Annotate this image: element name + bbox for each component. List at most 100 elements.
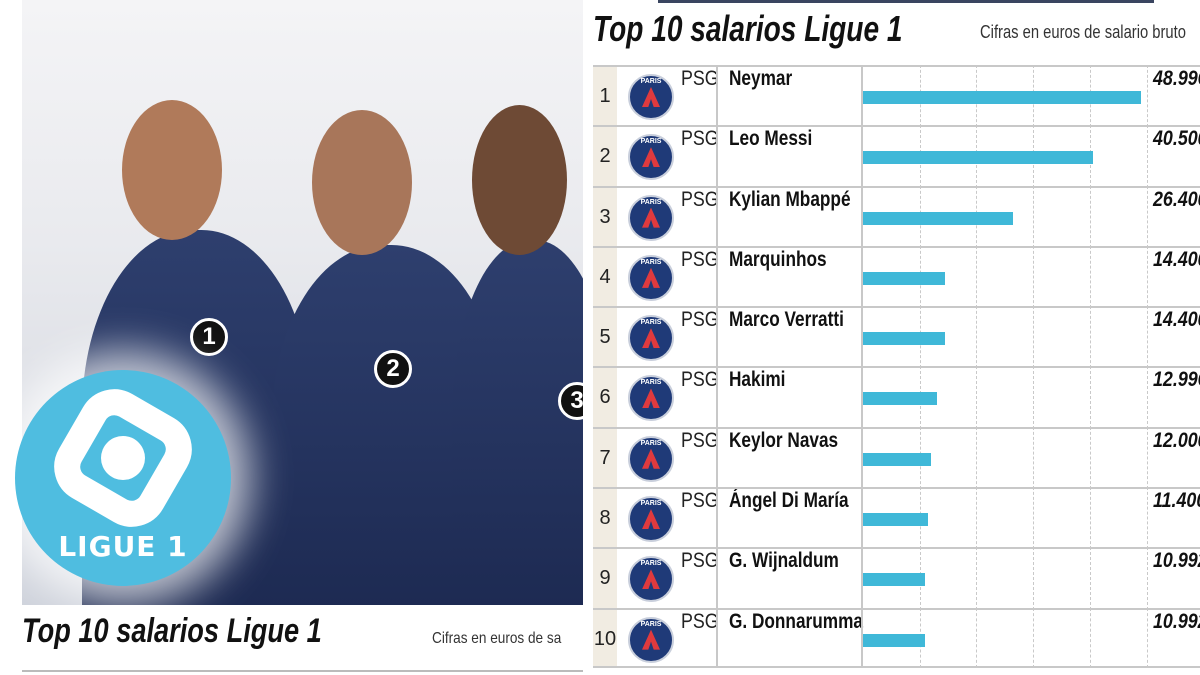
left-divider (22, 670, 583, 672)
player-3-figure (452, 240, 583, 605)
eiffel-tower-icon (642, 388, 660, 409)
table-row: 4 PARIS PSG Marquinhos 14.400 (593, 245, 1200, 309)
player-2-head (312, 110, 412, 255)
gridline (1033, 366, 1035, 429)
gridline (1146, 547, 1148, 610)
gridline (1089, 487, 1091, 550)
salary-bar (863, 151, 1093, 165)
gridline (1146, 306, 1148, 369)
psg-badge-text: PARIS (640, 560, 662, 568)
salary-value: 48.996 (1153, 67, 1200, 90)
psg-badge-icon: PARIS (628, 375, 674, 422)
column-divider (861, 607, 863, 668)
gridline (1146, 487, 1148, 550)
eiffel-tower-icon (642, 87, 660, 107)
column-divider (861, 185, 863, 248)
gridline (1146, 426, 1148, 490)
eiffel-tower-icon (642, 629, 660, 650)
salary-bar (863, 633, 926, 647)
psg-badge-icon: PARIS (628, 616, 674, 663)
gridline (1089, 366, 1091, 429)
table-row: 6 PARIS PSG Hakimi 12.996 (593, 366, 1200, 429)
players-photo: 1 2 3 (22, 0, 583, 605)
psg-badge-icon: PARIS (628, 134, 674, 181)
chart-subtitle: Cifras en euros de salario bruto (980, 22, 1186, 42)
table-row: 1 PARIS PSG Neymar 48.996 (593, 65, 1200, 128)
gridline (976, 366, 978, 429)
psg-badge-icon: PARIS (628, 435, 674, 482)
salary-bar (863, 332, 945, 346)
salary-bar (863, 452, 932, 466)
column-divider (716, 185, 718, 248)
column-divider (716, 366, 718, 429)
column-divider (716, 607, 718, 668)
table-row: 8 PARIS PSG Ángel Di María 11.400 (593, 487, 1200, 550)
ligue1-logo: LIGUE 1 (15, 370, 231, 586)
player-number-1: 1 (190, 318, 228, 356)
club: PSG (681, 609, 719, 633)
gridline (1033, 547, 1035, 610)
salary-value: 40.500 (1153, 127, 1200, 151)
rank: 3 (593, 187, 617, 246)
gridline (1146, 366, 1148, 429)
table-row: 7 PARIS PSG Keylor Navas 12.000 (593, 426, 1200, 490)
club: PSG (681, 549, 719, 573)
column-divider (861, 547, 863, 610)
psg-badge-text: PARIS (640, 78, 662, 85)
club: PSG (681, 67, 719, 90)
eiffel-tower-icon (642, 448, 660, 469)
column-divider (861, 125, 863, 188)
psg-badge-text: PARIS (640, 138, 662, 146)
gridline (1089, 607, 1091, 668)
rank: 8 (593, 489, 617, 548)
club: PSG (681, 127, 719, 151)
player-3-head (472, 105, 567, 255)
gridline (1089, 426, 1091, 490)
salary-value: 12.996 (1153, 368, 1200, 392)
top-photo-edge (658, 0, 1154, 3)
player-name: Hakimi (729, 368, 786, 392)
club: PSG (681, 428, 719, 452)
gridline (1146, 245, 1148, 309)
rank: 9 (593, 549, 617, 608)
player-name: G. Wijnaldum (729, 549, 839, 573)
eiffel-tower-icon (642, 509, 660, 530)
psg-badge-icon: PARIS (628, 74, 674, 120)
column-divider (861, 366, 863, 429)
table-row: 10 PARIS PSG G. Donnarumma 10.992 (593, 607, 1200, 668)
gridline (1033, 245, 1035, 309)
gridline (1089, 245, 1091, 309)
gridline (1033, 185, 1035, 248)
psg-badge-text: PARIS (640, 500, 662, 508)
psg-badge-icon: PARIS (628, 315, 674, 362)
left-title: Top 10 salarios Ligue 1 (22, 612, 322, 650)
psg-badge-icon: PARIS (628, 556, 674, 603)
club: PSG (681, 187, 719, 211)
psg-badge-icon: PARIS (628, 496, 674, 543)
salary-value: 10.992 (1153, 609, 1200, 633)
player-1-head (122, 100, 222, 240)
salary-value: 14.400 (1153, 247, 1200, 271)
ligue1-logo-ball (101, 436, 145, 480)
column-divider (861, 306, 863, 369)
gridline (976, 547, 978, 610)
psg-badge-text: PARIS (640, 439, 662, 447)
table-row: 3 PARIS PSG Kylian Mbappé 26.400 (593, 185, 1200, 248)
eiffel-tower-icon (642, 147, 660, 168)
rank: 2 (593, 127, 617, 186)
gridline (976, 306, 978, 369)
ligue1-logo-text: LIGUE 1 (58, 530, 188, 563)
left-panel: 1 2 3 LIGUE 1 Top 10 salarios Ligue 1 Ci… (0, 0, 586, 675)
rank: 7 (593, 428, 617, 488)
player-name: Leo Messi (729, 127, 813, 151)
column-divider (716, 245, 718, 309)
eiffel-tower-icon (642, 207, 660, 228)
salary-chart-panel: Top 10 salarios Ligue 1 Cifras en euros … (586, 0, 1200, 675)
player-name: Ángel Di María (729, 489, 849, 513)
table-row: 9 PARIS PSG G. Wijnaldum 10.992 (593, 547, 1200, 610)
salary-bar (863, 91, 1141, 104)
gridline (1146, 185, 1148, 248)
eiffel-tower-icon (642, 328, 660, 349)
player-name: Marco Verratti (729, 308, 844, 332)
salary-bar (863, 513, 928, 527)
